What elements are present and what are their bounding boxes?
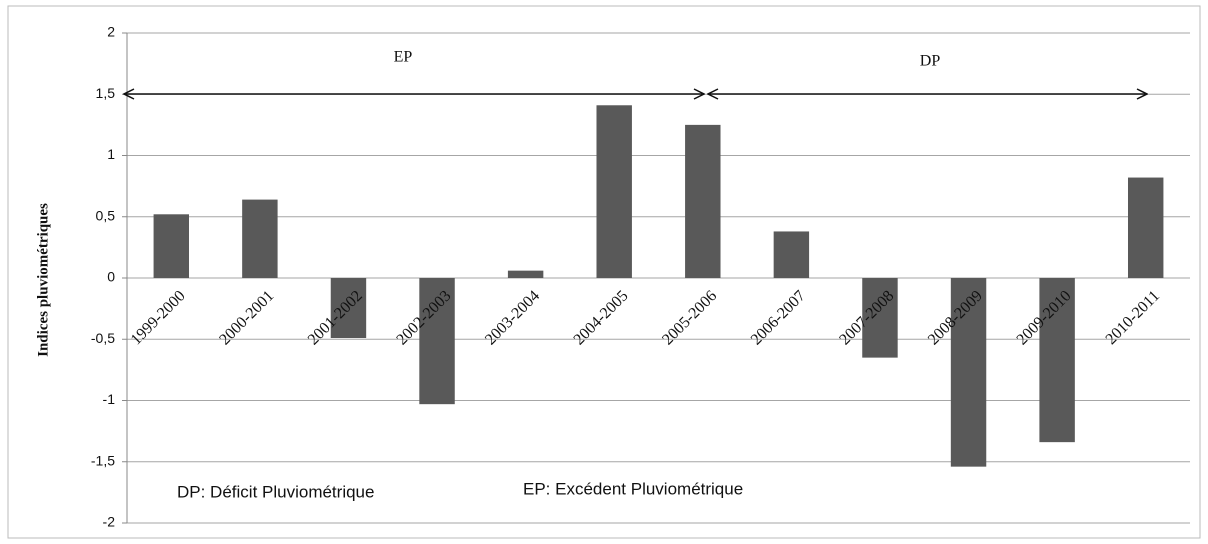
bar: [862, 278, 898, 358]
bar: [685, 124, 721, 278]
y-tick-label: -1,5: [91, 452, 115, 468]
y-tick-label: -1: [103, 391, 116, 407]
bar: [330, 278, 367, 339]
bar: [507, 270, 544, 278]
y-tick-label: 0: [107, 269, 115, 285]
bar: [153, 214, 190, 278]
y-tick-label: 1,5: [96, 85, 116, 101]
y-tick-label: 1: [107, 146, 115, 162]
annotation: DP: Déficit Pluviométrique: [177, 482, 374, 501]
y-tick-label: 2: [107, 24, 115, 40]
bar: [950, 278, 987, 467]
bar: [419, 278, 455, 405]
annotation: DP: [920, 53, 941, 70]
bar: [773, 231, 810, 278]
bar: [1127, 177, 1164, 278]
bar: [1039, 278, 1075, 443]
y-axis-label: Indices pluviométriques: [35, 203, 51, 357]
y-tick-label: -0,5: [91, 330, 115, 346]
annotation: EP: [394, 49, 413, 66]
bar: [596, 105, 632, 279]
chart-border: [7, 5, 1201, 539]
annotation: EP: Excédent Pluviométrique: [523, 479, 743, 498]
y-tick-label: 0,5: [96, 207, 116, 223]
bar: [242, 199, 278, 278]
y-tick-label: -2: [103, 514, 116, 530]
